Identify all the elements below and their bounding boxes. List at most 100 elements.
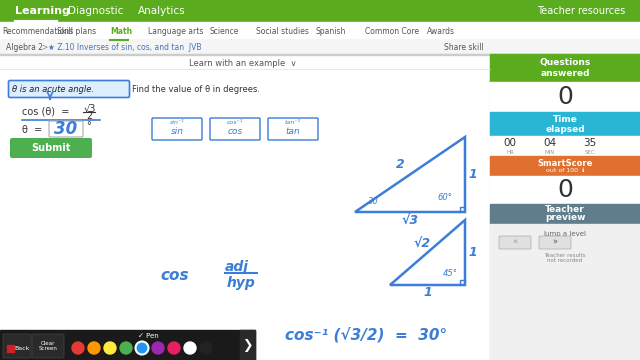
- Bar: [490, 54, 640, 82]
- Text: answered: answered: [540, 68, 589, 77]
- Text: hyp: hyp: [227, 276, 256, 290]
- Text: Recommendations: Recommendations: [2, 27, 73, 36]
- Text: √2: √2: [414, 238, 431, 251]
- Text: 2: 2: [86, 111, 92, 121]
- Bar: [490, 224, 640, 360]
- Bar: [490, 204, 640, 224]
- Text: SEC: SEC: [585, 149, 595, 154]
- Text: >: >: [41, 42, 47, 51]
- Bar: [490, 176, 640, 204]
- Text: Learn with an example  ∨: Learn with an example ∨: [189, 59, 297, 68]
- Text: Social studies: Social studies: [256, 27, 309, 36]
- Bar: [490, 82, 640, 112]
- Circle shape: [168, 342, 180, 354]
- Text: tan⁻¹: tan⁻¹: [285, 121, 301, 126]
- Text: Teacher results
not recorded: Teacher results not recorded: [544, 253, 586, 264]
- Text: 30: 30: [54, 120, 77, 138]
- Text: Back: Back: [14, 346, 29, 351]
- FancyBboxPatch shape: [3, 334, 31, 358]
- Text: Time: Time: [552, 116, 577, 125]
- Text: Skill plans: Skill plans: [57, 27, 96, 36]
- Text: preview: preview: [545, 213, 585, 222]
- Bar: [240, 330, 255, 360]
- Text: Math: Math: [110, 27, 132, 36]
- Text: 00: 00: [504, 138, 516, 148]
- Text: out of 100  ℹ: out of 100 ℹ: [546, 168, 584, 174]
- Bar: [490, 112, 640, 136]
- Text: sin: sin: [170, 126, 184, 135]
- FancyBboxPatch shape: [152, 118, 202, 140]
- Text: °: °: [86, 121, 91, 131]
- Text: θ is an acute angle.: θ is an acute angle.: [12, 85, 94, 94]
- Bar: [490, 54, 640, 360]
- Text: Awards: Awards: [427, 27, 455, 36]
- FancyBboxPatch shape: [10, 138, 92, 158]
- Text: 0: 0: [557, 178, 573, 202]
- Text: cos (θ)  =: cos (θ) =: [22, 107, 69, 117]
- Bar: [0, 40, 640, 54]
- Text: Teacher resources: Teacher resources: [537, 6, 625, 16]
- Text: Clear
Screen: Clear Screen: [38, 341, 58, 351]
- Text: SmartScore: SmartScore: [538, 158, 593, 167]
- Text: θ  =: θ =: [22, 125, 42, 135]
- Text: adj: adj: [225, 260, 249, 274]
- Text: Diagnostic: Diagnostic: [68, 6, 124, 16]
- Text: elapsed: elapsed: [545, 125, 585, 134]
- Text: MIN: MIN: [545, 149, 555, 154]
- FancyBboxPatch shape: [32, 334, 64, 358]
- Text: Questions: Questions: [540, 58, 591, 67]
- Text: 60°: 60°: [438, 194, 452, 202]
- Text: ✓ Pen: ✓ Pen: [138, 333, 159, 339]
- Circle shape: [120, 342, 132, 354]
- Text: cos: cos: [160, 267, 189, 283]
- Text: tan: tan: [285, 126, 300, 135]
- FancyBboxPatch shape: [210, 118, 260, 140]
- Text: «: «: [513, 238, 518, 247]
- Text: Learning: Learning: [15, 6, 70, 16]
- Text: Algebra 2: Algebra 2: [6, 42, 43, 51]
- Text: Share skill: Share skill: [444, 42, 484, 51]
- Text: ★ Z.10 Inverses of sin, cos, and tan  JVB: ★ Z.10 Inverses of sin, cos, and tan JVB: [48, 42, 202, 51]
- Text: 1: 1: [468, 246, 477, 259]
- Text: 0: 0: [557, 85, 573, 109]
- Circle shape: [72, 342, 84, 354]
- Text: Spanish: Spanish: [316, 27, 346, 36]
- Text: Science: Science: [210, 27, 239, 36]
- Text: 30: 30: [367, 198, 378, 207]
- FancyBboxPatch shape: [8, 81, 129, 98]
- Text: »: »: [552, 238, 557, 247]
- Bar: [7, 345, 14, 352]
- Circle shape: [200, 342, 212, 354]
- Text: 1: 1: [468, 168, 477, 181]
- Bar: [0, 330, 255, 360]
- FancyBboxPatch shape: [49, 121, 83, 137]
- Text: 45°: 45°: [442, 269, 458, 278]
- Text: cos: cos: [227, 126, 243, 135]
- Text: ❯: ❯: [242, 338, 252, 351]
- Text: cos⁻¹ (√3/2)  =  30°: cos⁻¹ (√3/2) = 30°: [285, 327, 447, 343]
- Text: 35: 35: [584, 138, 596, 148]
- FancyBboxPatch shape: [268, 118, 318, 140]
- Circle shape: [136, 342, 148, 354]
- Text: √3: √3: [401, 215, 419, 228]
- Text: √3: √3: [84, 103, 97, 113]
- Bar: [490, 136, 640, 156]
- Circle shape: [152, 342, 164, 354]
- Text: 04: 04: [543, 138, 557, 148]
- Circle shape: [184, 342, 196, 354]
- FancyBboxPatch shape: [539, 236, 571, 249]
- Text: Analytics: Analytics: [138, 6, 186, 16]
- Text: Language arts: Language arts: [148, 27, 204, 36]
- Text: HR: HR: [506, 149, 514, 154]
- Text: Jump a level: Jump a level: [543, 231, 586, 237]
- Bar: [490, 156, 640, 176]
- Text: Find the value of θ in degrees.: Find the value of θ in degrees.: [132, 85, 260, 94]
- Circle shape: [104, 342, 116, 354]
- Text: Submit: Submit: [31, 143, 70, 153]
- Text: 2: 2: [396, 158, 404, 171]
- FancyBboxPatch shape: [499, 236, 531, 249]
- Text: Common Core: Common Core: [365, 27, 419, 36]
- Text: sin⁻¹: sin⁻¹: [170, 121, 184, 126]
- Circle shape: [88, 342, 100, 354]
- Bar: [0, 0, 640, 22]
